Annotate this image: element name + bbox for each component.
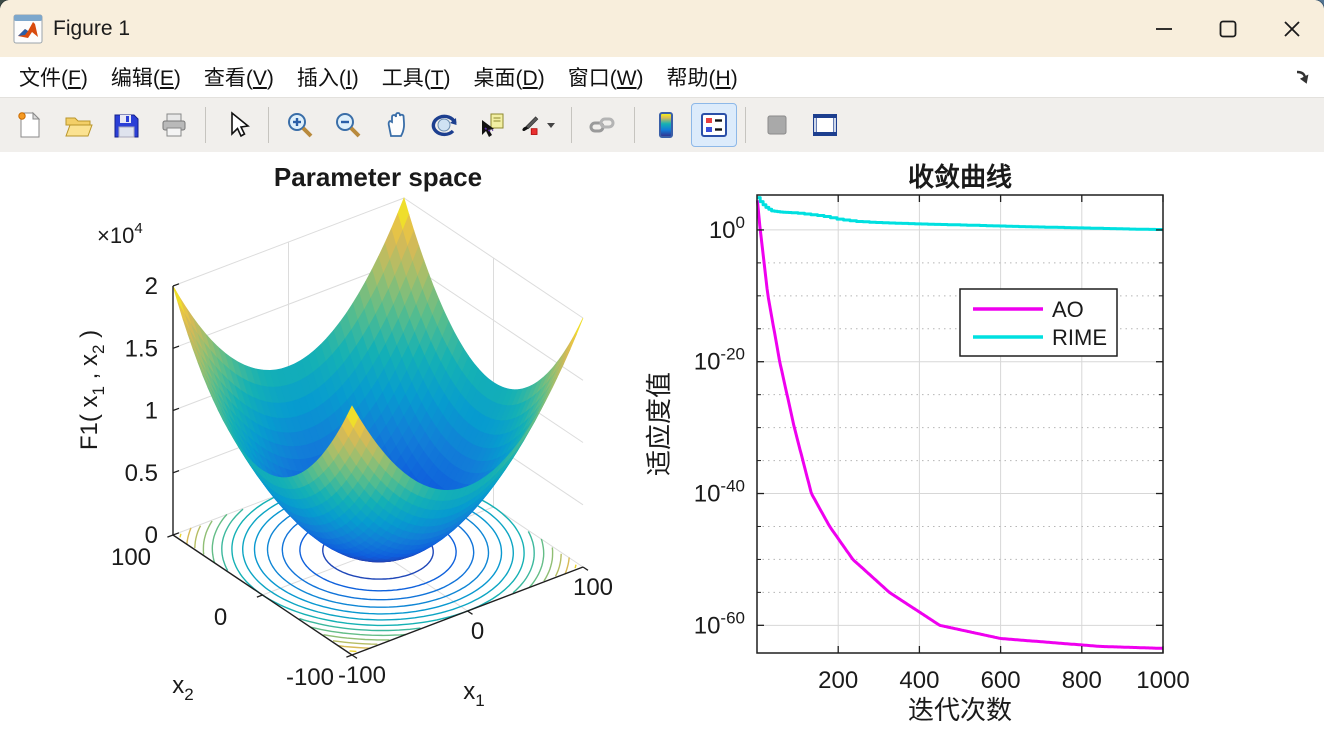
printer-icon xyxy=(162,113,186,137)
dropdown-caret-icon[interactable] xyxy=(540,110,562,140)
menu-v[interactable]: 查看(V) xyxy=(203,67,274,90)
minimize-icon xyxy=(1156,27,1172,30)
menu-w[interactable]: 窗口(W) xyxy=(567,67,644,90)
y-tick-label: 0 xyxy=(214,604,227,631)
toolbar-separator xyxy=(571,107,572,143)
toolbar-separator xyxy=(268,107,269,143)
x-tick-label: 0 xyxy=(471,618,484,645)
surface-plot-title: Parameter space xyxy=(274,162,482,192)
pan-hand-icon xyxy=(387,112,405,137)
titlebar: Figure 1 xyxy=(0,0,1324,57)
insert-legend-button[interactable] xyxy=(691,103,737,147)
zoom-in-icon xyxy=(288,113,313,138)
colorbar-icon xyxy=(659,112,673,138)
menu-d[interactable]: 桌面(D) xyxy=(473,67,545,90)
zoom-out-icon xyxy=(336,113,361,138)
insert-colorbar-button[interactable] xyxy=(643,103,689,147)
z-axis-multiplier: ×104 xyxy=(97,220,143,248)
y-tick-label: -100 xyxy=(286,664,334,691)
save-figure-button[interactable] xyxy=(103,103,149,147)
x-tick-label: -100 xyxy=(338,662,386,689)
menubar: 文件(F) 编辑(E) 查看(V) 插入(I) 工具(T) 桌面(D) 窗口(W) 帮助(H) xyxy=(0,57,1324,98)
menu-f[interactable]: 文件(F) xyxy=(19,67,88,90)
toolbar-separator xyxy=(634,107,635,143)
y-axis-label: x2 xyxy=(172,672,193,704)
data-cursor-button[interactable] xyxy=(469,103,515,147)
edit-plot-button[interactable] xyxy=(214,103,260,147)
series-ao-line xyxy=(755,200,1164,650)
y-tick-label: 100 xyxy=(709,213,745,244)
close-icon xyxy=(1284,20,1300,37)
z-tick-label: 0 xyxy=(145,522,158,549)
new-figure-button[interactable] xyxy=(7,103,53,147)
cursor-arrow-icon xyxy=(231,111,250,138)
legend-box-icon xyxy=(701,113,727,137)
x-axis-label: x1 xyxy=(463,678,484,710)
x-tick-label: 600 xyxy=(981,667,1021,694)
brush-data-button[interactable] xyxy=(517,103,563,147)
menu-e[interactable]: 编辑(E) xyxy=(110,67,181,90)
menu-i[interactable]: 插入(I) xyxy=(296,67,359,90)
menu-t[interactable]: 工具(T) xyxy=(381,67,451,90)
link-chain-icon xyxy=(589,117,615,133)
dock-window-icon xyxy=(813,114,837,136)
y-tick-label: 10-60 xyxy=(694,608,745,639)
z-tick-label: 1.5 xyxy=(125,335,158,362)
figure-toolbar xyxy=(0,98,1324,153)
open-file-button[interactable] xyxy=(55,103,101,147)
x-axis-label: 迭代次数 xyxy=(908,695,1012,725)
y-tick-label: 10-40 xyxy=(694,477,745,508)
z-tick-label: 1 xyxy=(145,398,158,425)
maximize-button[interactable] xyxy=(1196,0,1260,57)
x-tick-label: 800 xyxy=(1062,667,1102,694)
brush-icon xyxy=(522,116,539,135)
zoom-out-button[interactable] xyxy=(325,103,371,147)
hide-plot-tools-button xyxy=(754,103,800,147)
zoom-in-button[interactable] xyxy=(277,103,323,147)
figure-canvas: 0 0.5 1 1.5 2 ×104 100 0 -100 -100 0 100 x2 x1 F1( x1 … xyxy=(0,152,1324,735)
save-floppy-icon xyxy=(114,114,139,138)
legend[interactable]: AO RIME xyxy=(959,288,1118,357)
new-doc-icon xyxy=(18,111,41,138)
y-axis-label: 适应度值 xyxy=(644,372,674,476)
print-figure-button[interactable] xyxy=(151,103,197,147)
gray-square-icon xyxy=(767,115,787,135)
x-tick-label: 200 xyxy=(818,667,858,694)
x-tick-label: 400 xyxy=(899,667,939,694)
minimize-button[interactable] xyxy=(1132,0,1196,57)
y-tick-label: 100 xyxy=(111,544,151,571)
open-folder-icon xyxy=(65,117,93,137)
x-tick-label: 100 xyxy=(573,574,613,601)
convergence-plot-title: 收敛曲线 xyxy=(908,162,1012,192)
x-tick-label: 1000 xyxy=(1136,667,1189,694)
z-tick-label: 0.5 xyxy=(125,460,158,487)
pan-button[interactable] xyxy=(373,103,419,147)
link-plot-button[interactable] xyxy=(580,103,626,147)
menu-h[interactable]: 帮助(H) xyxy=(666,67,738,90)
rotate-3d-icon xyxy=(431,114,457,137)
z-tick-label: 2 xyxy=(145,273,158,300)
convergence-plot-axes[interactable]: 200 400 600 800 1000 100 10-20 10-40 10-60 迭代次数 适应… xyxy=(644,162,1190,725)
toolbar-separator xyxy=(745,107,746,143)
legend-label-rime: RIME xyxy=(1052,325,1107,350)
z-axis-label: F1( x1 , x2 ) xyxy=(76,330,108,450)
show-plot-tools-button[interactable] xyxy=(802,103,848,147)
dock-figure-arrow-icon[interactable] xyxy=(1292,66,1314,88)
matlab-app-icon xyxy=(13,14,43,43)
series-rime-line xyxy=(757,196,1164,232)
datatip-icon xyxy=(482,113,504,137)
legend-label-ao: AO xyxy=(1052,297,1084,322)
close-button[interactable] xyxy=(1260,0,1324,57)
y-tick-label: 10-20 xyxy=(694,345,745,376)
rotate-3d-button[interactable] xyxy=(421,103,467,147)
toolbar-separator xyxy=(205,107,206,143)
window-title: Figure 1 xyxy=(53,16,131,40)
maximize-icon xyxy=(1219,20,1237,37)
